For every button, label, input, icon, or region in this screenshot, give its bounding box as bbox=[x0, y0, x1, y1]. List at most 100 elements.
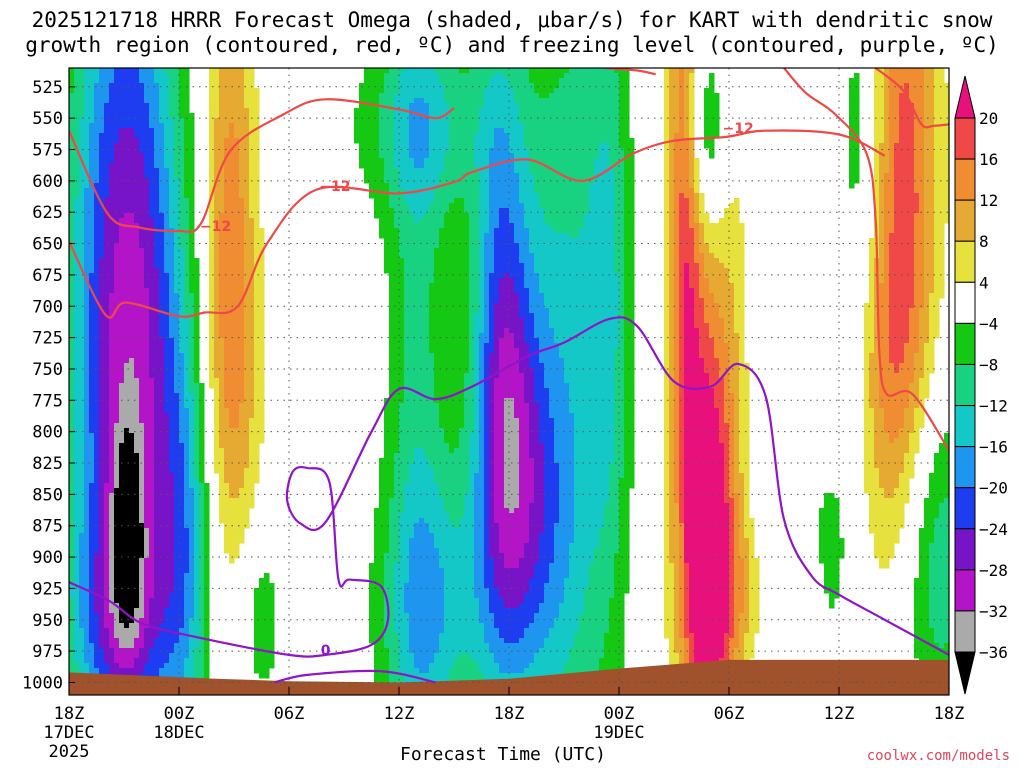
omega-cell bbox=[689, 88, 695, 94]
omega-cell bbox=[564, 93, 570, 99]
omega-cell bbox=[229, 273, 235, 279]
omega-cell bbox=[469, 213, 475, 219]
omega-cell bbox=[574, 243, 580, 249]
omega-cell bbox=[139, 163, 145, 169]
omega-cell bbox=[249, 173, 255, 179]
omega-cell bbox=[499, 103, 505, 109]
omega-cell bbox=[374, 193, 380, 199]
omega-cell bbox=[224, 188, 230, 194]
omega-cell bbox=[589, 108, 595, 114]
omega-cell bbox=[509, 173, 515, 179]
omega-cell bbox=[894, 83, 900, 89]
omega-cell bbox=[419, 143, 425, 149]
omega-cell bbox=[114, 113, 120, 119]
omega-cell bbox=[179, 253, 185, 259]
omega-cell bbox=[554, 273, 560, 279]
omega-cell bbox=[434, 168, 440, 174]
omega-cell bbox=[679, 143, 685, 149]
omega-cell bbox=[544, 73, 550, 79]
omega-cell bbox=[214, 148, 220, 154]
omega-cell bbox=[124, 183, 130, 189]
omega-cell bbox=[594, 193, 600, 199]
omega-cell bbox=[879, 68, 885, 74]
omega-cell bbox=[214, 268, 220, 274]
omega-cell bbox=[389, 108, 395, 114]
omega-cell bbox=[164, 268, 170, 274]
omega-cell bbox=[899, 248, 905, 254]
omega-cell bbox=[79, 113, 85, 119]
omega-cell bbox=[469, 278, 475, 284]
omega-cell bbox=[214, 203, 220, 209]
omega-cell bbox=[939, 113, 945, 119]
omega-cell bbox=[854, 123, 860, 129]
omega-cell bbox=[909, 218, 915, 224]
omega-cell bbox=[729, 268, 735, 274]
omega-cell bbox=[624, 208, 630, 214]
omega-cell bbox=[929, 108, 935, 114]
omega-cell bbox=[219, 218, 225, 224]
omega-cell bbox=[404, 168, 410, 174]
omega-cell bbox=[689, 138, 695, 144]
omega-cell bbox=[589, 198, 595, 204]
omega-cell bbox=[709, 268, 715, 274]
omega-cell bbox=[594, 258, 600, 264]
omega-cell bbox=[244, 183, 250, 189]
omega-cell bbox=[939, 83, 945, 89]
omega-cell bbox=[924, 218, 930, 224]
omega-cell bbox=[874, 173, 880, 179]
omega-cell bbox=[89, 78, 95, 84]
omega-cell bbox=[139, 263, 145, 269]
omega-cell bbox=[369, 133, 375, 139]
omega-cell bbox=[119, 83, 125, 89]
omega-cell bbox=[449, 73, 455, 79]
omega-cell bbox=[479, 218, 485, 224]
omega-cell bbox=[134, 238, 140, 244]
omega-cell bbox=[924, 138, 930, 144]
omega-cell bbox=[69, 103, 75, 109]
omega-cell bbox=[579, 263, 585, 269]
omega-cell bbox=[709, 113, 715, 119]
omega-cell bbox=[154, 158, 160, 164]
omega-cell bbox=[604, 253, 610, 259]
omega-cell bbox=[604, 223, 610, 229]
omega-cell bbox=[494, 103, 500, 109]
omega-cell bbox=[519, 98, 525, 104]
omega-cell bbox=[69, 153, 75, 159]
omega-cell bbox=[149, 183, 155, 189]
omega-cell bbox=[594, 68, 600, 74]
omega-cell bbox=[244, 273, 250, 279]
omega-cell bbox=[604, 228, 610, 234]
omega-cell bbox=[524, 228, 530, 234]
omega-cell bbox=[579, 133, 585, 139]
omega-cell bbox=[159, 213, 165, 219]
omega-cell bbox=[129, 198, 135, 204]
omega-cell bbox=[694, 203, 700, 209]
omega-cell bbox=[224, 208, 230, 214]
omega-cell bbox=[729, 248, 735, 254]
omega-cell bbox=[684, 203, 690, 209]
omega-cell bbox=[424, 198, 430, 204]
omega-cell bbox=[439, 138, 445, 144]
omega-cell bbox=[159, 193, 165, 199]
omega-cell bbox=[714, 103, 720, 109]
omega-cell bbox=[254, 213, 260, 219]
omega-cell bbox=[124, 233, 130, 239]
omega-cell bbox=[729, 228, 735, 234]
omega-cell bbox=[504, 228, 510, 234]
omega-cell bbox=[689, 238, 695, 244]
omega-cell bbox=[104, 113, 110, 119]
omega-cell bbox=[609, 73, 615, 79]
omega-cell bbox=[689, 118, 695, 124]
omega-cell bbox=[509, 228, 515, 234]
omega-cell bbox=[679, 133, 685, 139]
omega-cell bbox=[544, 238, 550, 244]
omega-cell bbox=[369, 128, 375, 134]
omega-cell bbox=[119, 88, 125, 94]
omega-cell bbox=[234, 73, 240, 79]
omega-cell bbox=[164, 258, 170, 264]
omega-cell bbox=[424, 193, 430, 199]
omega-cell bbox=[184, 68, 190, 74]
omega-cell bbox=[554, 108, 560, 114]
omega-cell bbox=[604, 83, 610, 89]
omega-cell bbox=[549, 233, 555, 239]
